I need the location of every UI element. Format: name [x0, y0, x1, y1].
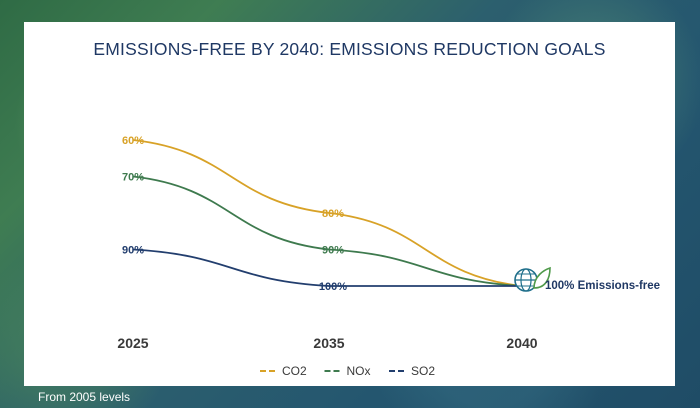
- legend-label: CO2: [282, 364, 307, 378]
- series-line-so2: [132, 248, 522, 287]
- x-tick-label: 2040: [506, 335, 537, 351]
- x-tick-label: 2035: [313, 335, 344, 351]
- chart-title: EMISSIONS-FREE BY 2040: EMISSIONS REDUCT…: [93, 39, 606, 59]
- data-label: 90%: [122, 245, 144, 257]
- data-label: 60%: [122, 135, 144, 147]
- series-line-co2: [132, 139, 523, 287]
- data-label: 70%: [122, 172, 144, 184]
- chart-card: EMISSIONS-FREE BY 2040: EMISSIONS REDUCT…: [24, 22, 675, 386]
- footnote: From 2005 levels: [38, 390, 131, 404]
- legend-label: SO2: [411, 364, 435, 378]
- data-label: 80%: [322, 208, 344, 220]
- line-chart: 2025 2035 2040 60% 80% 70% 90% 90% 100% 100% Emis…: [117, 135, 660, 378]
- x-tick-label: 2025: [117, 335, 148, 351]
- data-label: 100%: [319, 281, 347, 293]
- leaf-icon: [533, 266, 551, 289]
- series-line-nox: [132, 175, 523, 287]
- end-annotation: 100% Emissions-free: [545, 280, 660, 292]
- legend-label: NOx: [347, 364, 371, 378]
- data-label: 90%: [322, 245, 344, 257]
